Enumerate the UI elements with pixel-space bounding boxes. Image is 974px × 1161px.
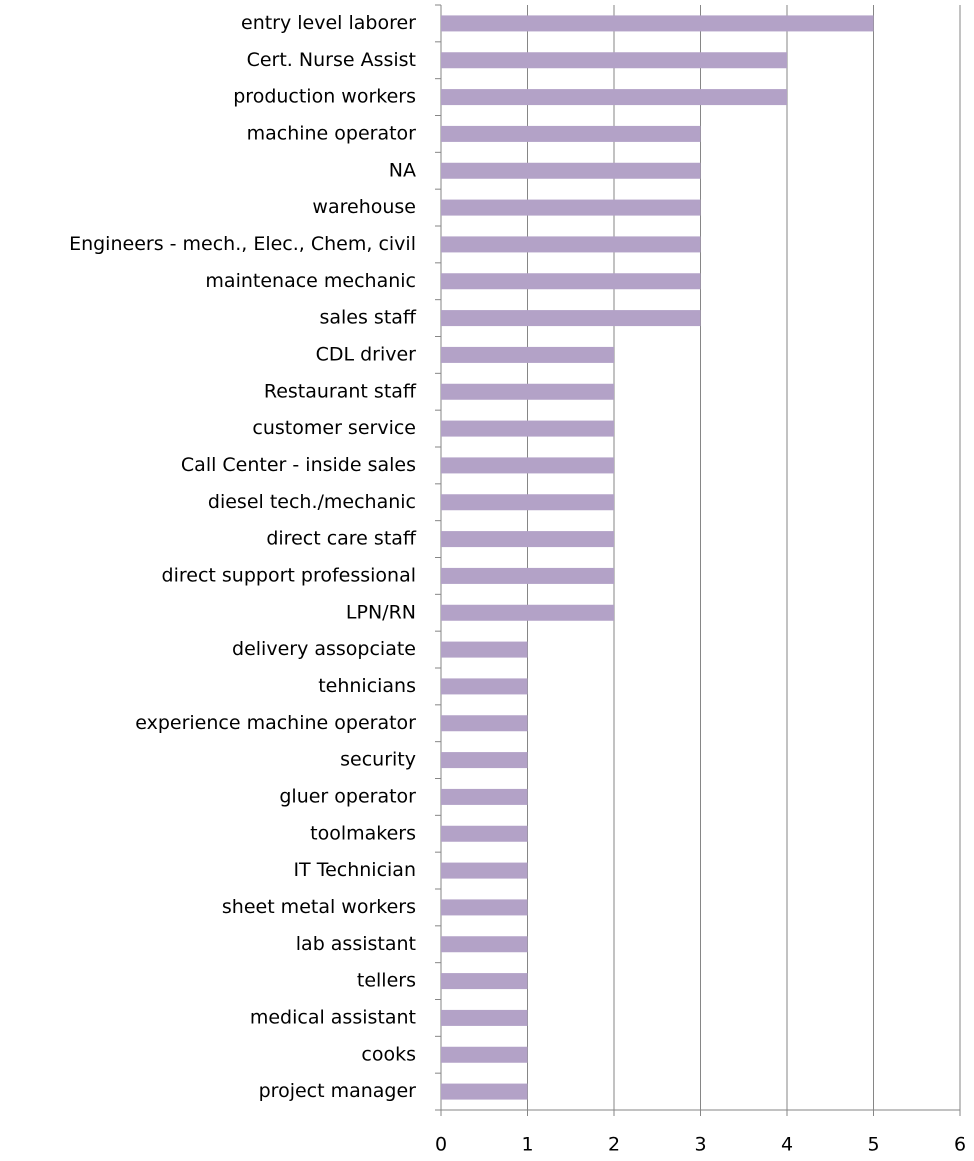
bar [441,788,528,805]
bar [441,310,701,327]
y-tick-label: cooks [361,1043,416,1065]
bar [441,383,614,400]
y-tick-label: Restaurant staff [264,380,417,402]
bar [441,1009,528,1026]
y-tick-label: diesel tech./mechanic [208,491,416,513]
bar [441,899,528,916]
bar [441,825,528,842]
bar [441,89,787,106]
bar [441,273,701,290]
y-tick-label: direct support professional [162,564,416,586]
y-tick-label: CDL driver [316,343,417,365]
y-tick-label: direct care staff [266,528,417,550]
bar [441,641,528,658]
x-tick-label: 2 [608,1134,620,1156]
x-tick-label: 5 [867,1134,879,1156]
y-tick-label: tehnicians [318,675,416,697]
bar [441,678,528,695]
bar [441,531,614,548]
y-tick-label: lab assistant [296,933,416,955]
y-tick-label: gluer operator [279,785,416,807]
x-tick-label: 3 [694,1134,706,1156]
bar [441,973,528,990]
x-tick-label: 6 [954,1134,966,1156]
y-tick-label: IT Technician [293,859,416,881]
y-tick-label: LPN/RN [346,601,416,623]
bar [441,494,614,511]
bar [441,936,528,953]
bar [441,752,528,769]
y-tick-label: project manager [259,1080,417,1102]
bar [441,862,528,879]
bar [441,567,614,584]
x-tick-label: 1 [521,1134,533,1156]
bar [441,125,701,142]
y-tick-label: security [340,749,416,771]
y-tick-label: Cert. Nurse Assist [247,49,416,71]
y-tick-label: maintenace mechanic [205,270,416,292]
bar [441,604,614,621]
x-tick-label: 0 [435,1134,447,1156]
y-tick-label: toolmakers [310,822,416,844]
y-tick-label: machine operator [247,122,417,144]
bar [441,715,528,732]
bar [441,346,614,363]
y-tick-label: NA [389,159,416,181]
y-tick-label: sales staff [319,307,416,329]
y-tick-label: warehouse [312,196,416,218]
y-tick-label: experience machine operator [135,712,416,734]
y-tick-label: Call Center - inside sales [181,454,416,476]
y-tick-label: sheet metal workers [222,896,416,918]
y-tick-label: medical assistant [250,1006,416,1028]
bar [441,420,614,437]
y-tick-label: delivery assopciate [232,638,416,660]
y-tick-label: customer service [252,417,416,439]
bar [441,457,614,474]
x-tick-label: 4 [781,1134,793,1156]
y-tick-label: entry level laborer [241,12,416,34]
bar [441,236,701,253]
y-tick-label: production workers [233,86,416,108]
bar [441,1046,528,1063]
bar [441,162,701,179]
bar [441,15,874,32]
y-tick-label: tellers [357,970,416,992]
y-tick-label: Engineers - mech., Elec., Chem, civil [69,233,416,255]
bar [441,1083,528,1100]
bar [441,199,701,216]
bar [441,52,787,69]
